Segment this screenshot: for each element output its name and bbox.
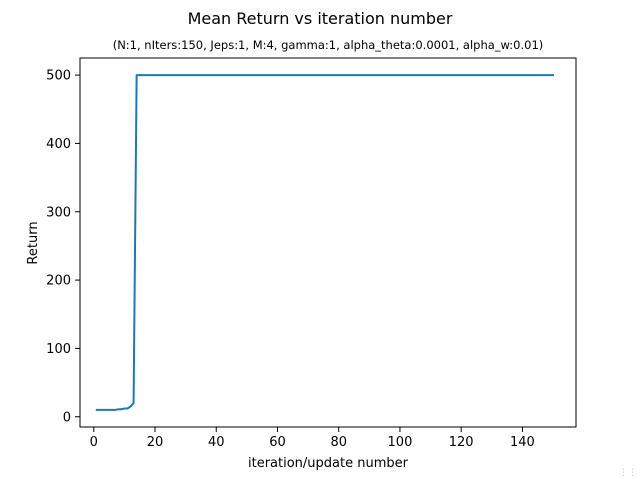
x-tick-label: 100 <box>388 435 413 450</box>
y-tick-label: 400 <box>46 137 71 152</box>
y-tick-label: 300 <box>46 205 71 220</box>
x-tick-label: 120 <box>449 435 474 450</box>
y-tick-label: 500 <box>46 69 71 84</box>
x-tick-label: 0 <box>90 435 98 450</box>
x-tick-label: 20 <box>147 435 164 450</box>
x-tick-label: 60 <box>269 435 286 450</box>
y-tick-label: 100 <box>46 342 71 357</box>
plot-area: 0 20 40 60 80 100 120 140 0 100 200 300 400 500 <box>46 57 577 450</box>
y-tick-label: 200 <box>46 274 71 289</box>
x-axis-ticks: 0 20 40 60 80 100 120 140 <box>90 427 535 450</box>
chart-subtitle: (N:1, nIters:150, Jeps:1, M:4, gamma:1, … <box>113 38 544 52</box>
series-layer <box>95 74 555 411</box>
y-tick-label: 0 <box>63 410 71 425</box>
x-tick-label: 80 <box>330 435 347 450</box>
x-axis-label: iteration/update number <box>248 456 409 471</box>
axes-frame <box>79 57 577 428</box>
chart-title: Mean Return vs iteration number <box>188 9 453 28</box>
y-axis-label: Return <box>26 221 41 264</box>
watermark-icon: ⋮⋮ <box>619 468 637 478</box>
y-axis-ticks: 0 100 200 300 400 500 <box>46 69 80 425</box>
series-line-0 <box>95 74 555 411</box>
x-tick-label: 140 <box>510 435 535 450</box>
x-tick-label: 40 <box>208 435 225 450</box>
